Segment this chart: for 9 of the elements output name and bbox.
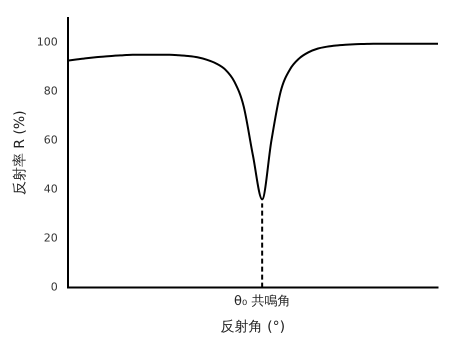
y-tick-label: 20 [44, 231, 58, 244]
x-axis-title: 反射角 (°) [220, 319, 286, 336]
x-tick-label: θ₀ 共鳴角 [234, 294, 290, 309]
y-tick-label: 40 [44, 182, 58, 196]
y-tick-label: 100 [36, 35, 58, 48]
y-tick-label: 0 [50, 280, 58, 294]
y-tick-label: 80 [44, 84, 58, 98]
y-tick-label: 60 [44, 133, 58, 146]
y-axis-title: 反射率 R (%) [12, 110, 28, 196]
